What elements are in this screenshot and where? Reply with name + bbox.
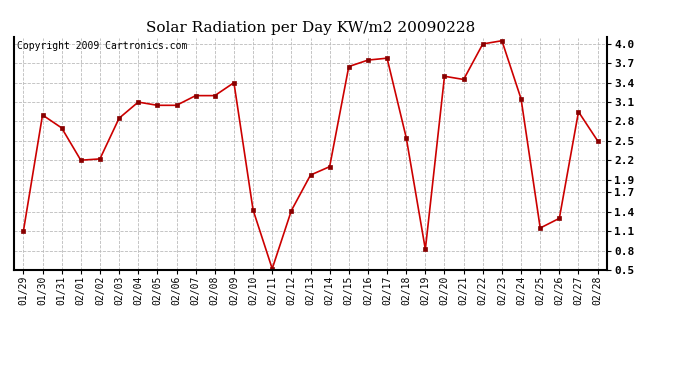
Title: Solar Radiation per Day KW/m2 20090228: Solar Radiation per Day KW/m2 20090228: [146, 21, 475, 35]
Text: Copyright 2009 Cartronics.com: Copyright 2009 Cartronics.com: [17, 41, 187, 51]
